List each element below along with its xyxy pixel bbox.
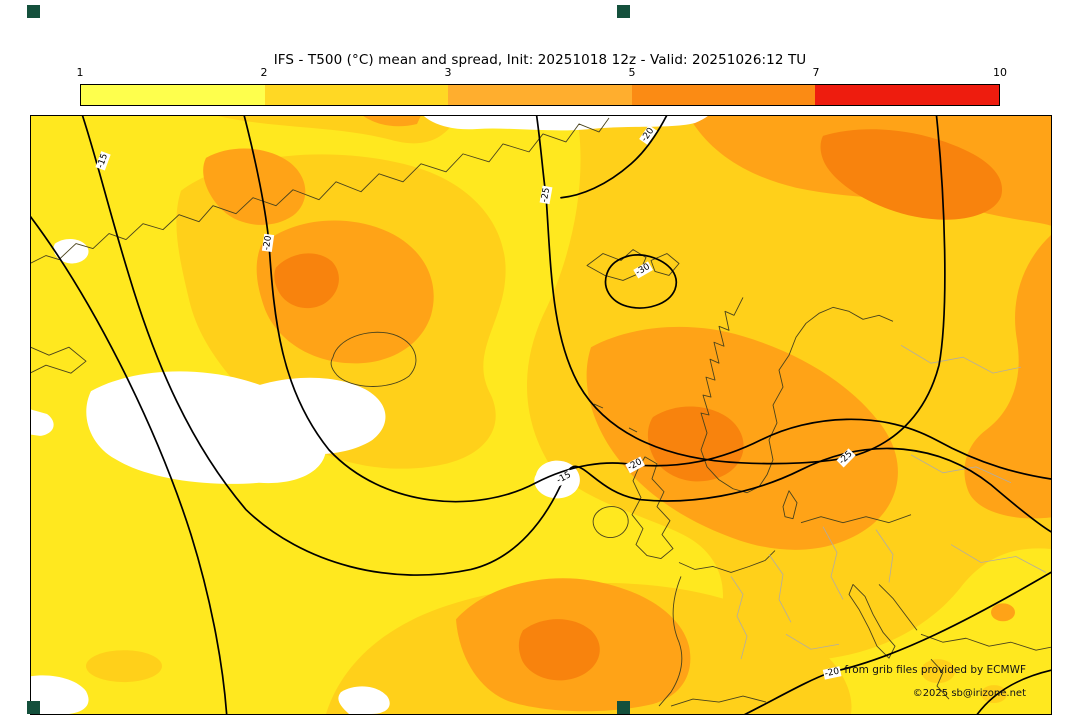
colorbar-tick-label: 10 (993, 66, 1007, 79)
colorbar-segment (264, 85, 449, 105)
colorbar-segment (631, 85, 816, 105)
colorbar-segment (448, 85, 632, 105)
colorbar-segment (815, 85, 999, 105)
colorbar-tick-label: 7 (812, 66, 820, 79)
country-borders-layer (730, 344, 1047, 660)
colorbar-tick-label: 3 (444, 66, 452, 79)
spread-5-7-layer (274, 129, 1003, 681)
spread-lt-1-layer (31, 116, 708, 714)
colorbar-tick-label: 1 (76, 66, 84, 79)
colorbar-ticks: 1 2 3 5 7 10 (76, 66, 1008, 80)
corner-mark (27, 701, 40, 714)
page-title: IFS - T500 (°C) mean and spread, Init: 2… (273, 52, 807, 68)
map-svg (31, 116, 1051, 714)
coastlines-layer (31, 117, 1051, 707)
credits-copyright: ©2025 sb@irizone.net (912, 688, 1026, 699)
corner-mark (617, 5, 630, 18)
credits-source: from grib files provided by ECMWF (844, 664, 1026, 676)
corner-mark (27, 5, 40, 18)
spread-colorbar (80, 84, 1000, 106)
weather-map: -15 -20 -25 -20 -30 -15 -20 -25 -20 from… (30, 115, 1052, 715)
corner-mark (617, 701, 630, 714)
colorbar-tick-label: 2 (260, 66, 268, 79)
colorbar-segment (81, 85, 265, 105)
colorbar-tick-label: 5 (628, 66, 636, 79)
